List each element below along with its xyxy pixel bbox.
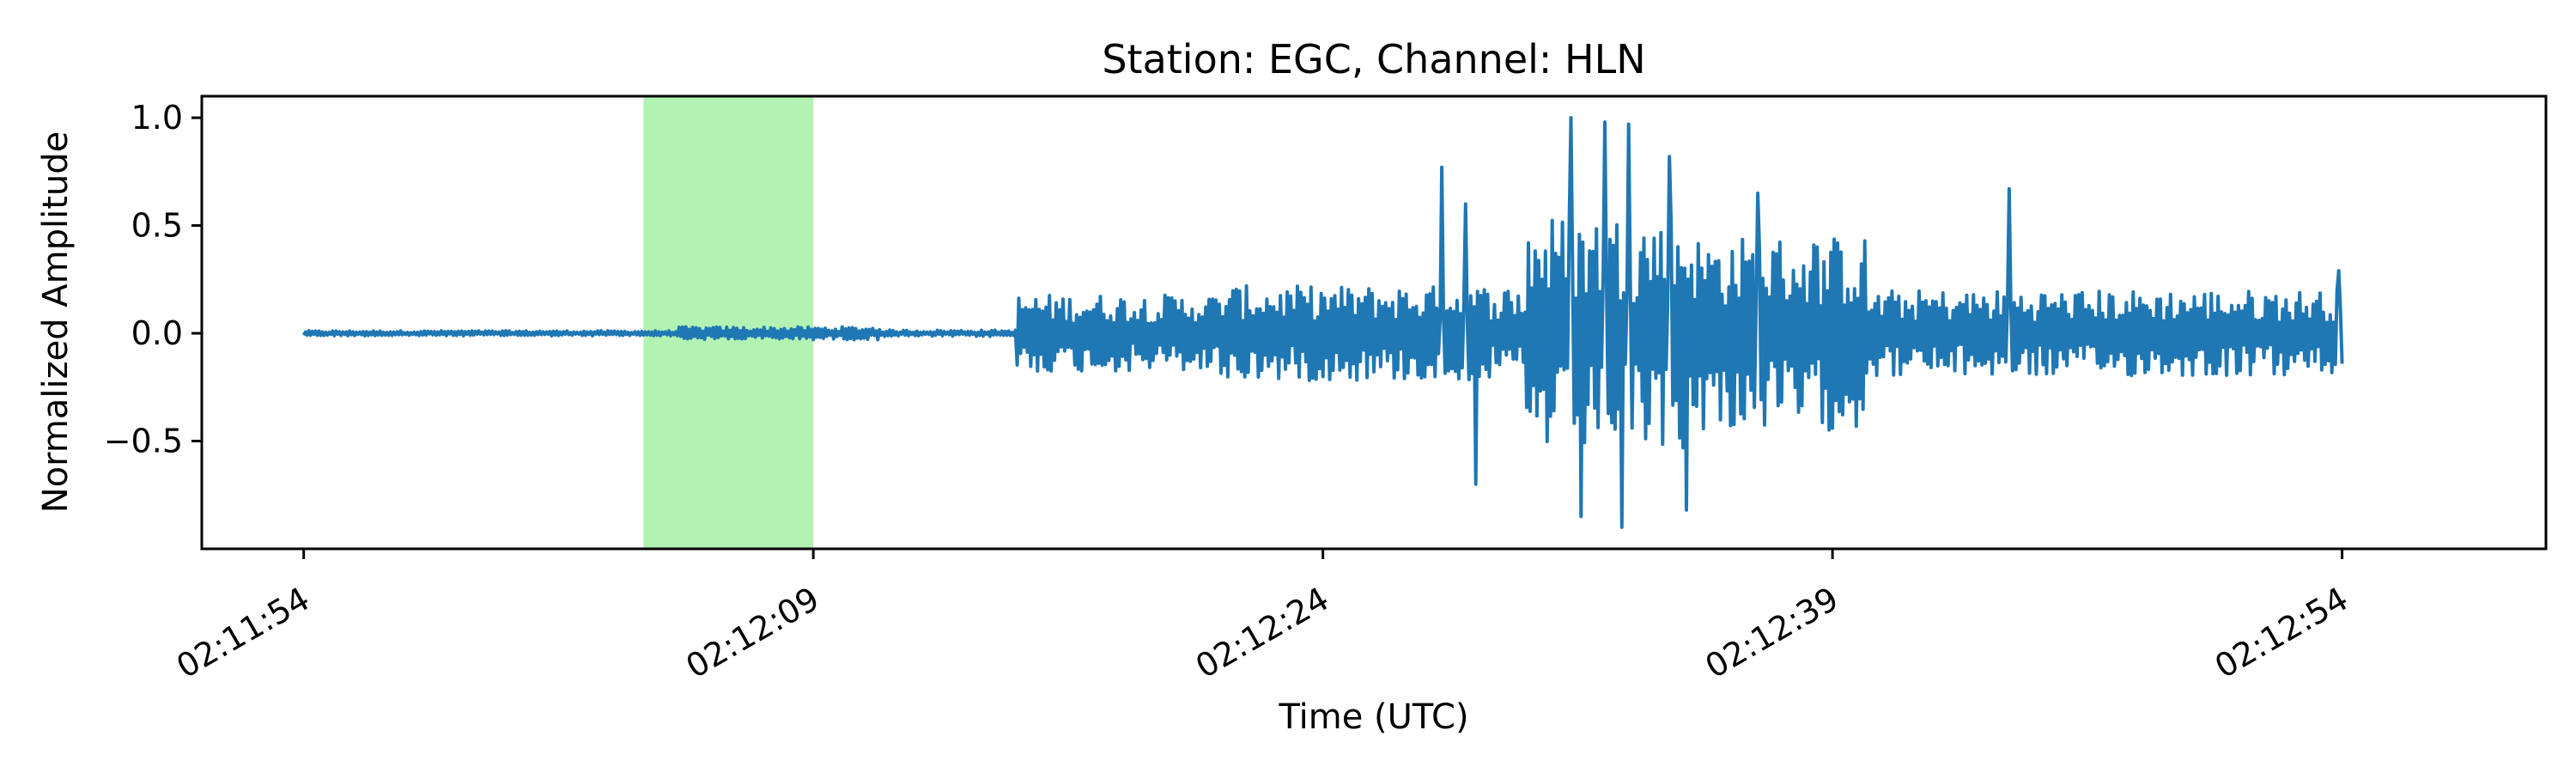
y-tick-label: 1.0	[131, 99, 183, 137]
y-tick-label: 0.0	[131, 314, 183, 352]
highlight-window	[643, 96, 814, 549]
waveform-trace	[301, 116, 2344, 529]
x-axis-label: Time (UTC)	[1278, 697, 1468, 737]
axes-frame	[200, 94, 2548, 551]
y-axis-ticks: 1.0 0.5 0.0 −0.5	[104, 99, 202, 460]
y-tick-label: 0.5	[131, 207, 183, 245]
chart-title: Station: EGC, Channel: HLN	[1102, 36, 1645, 82]
y-tick-label: −0.5	[104, 423, 183, 460]
highlight-layer	[643, 96, 814, 549]
trace-layer	[301, 116, 2344, 529]
y-axis-label: Normalized Amplitude	[36, 131, 76, 514]
